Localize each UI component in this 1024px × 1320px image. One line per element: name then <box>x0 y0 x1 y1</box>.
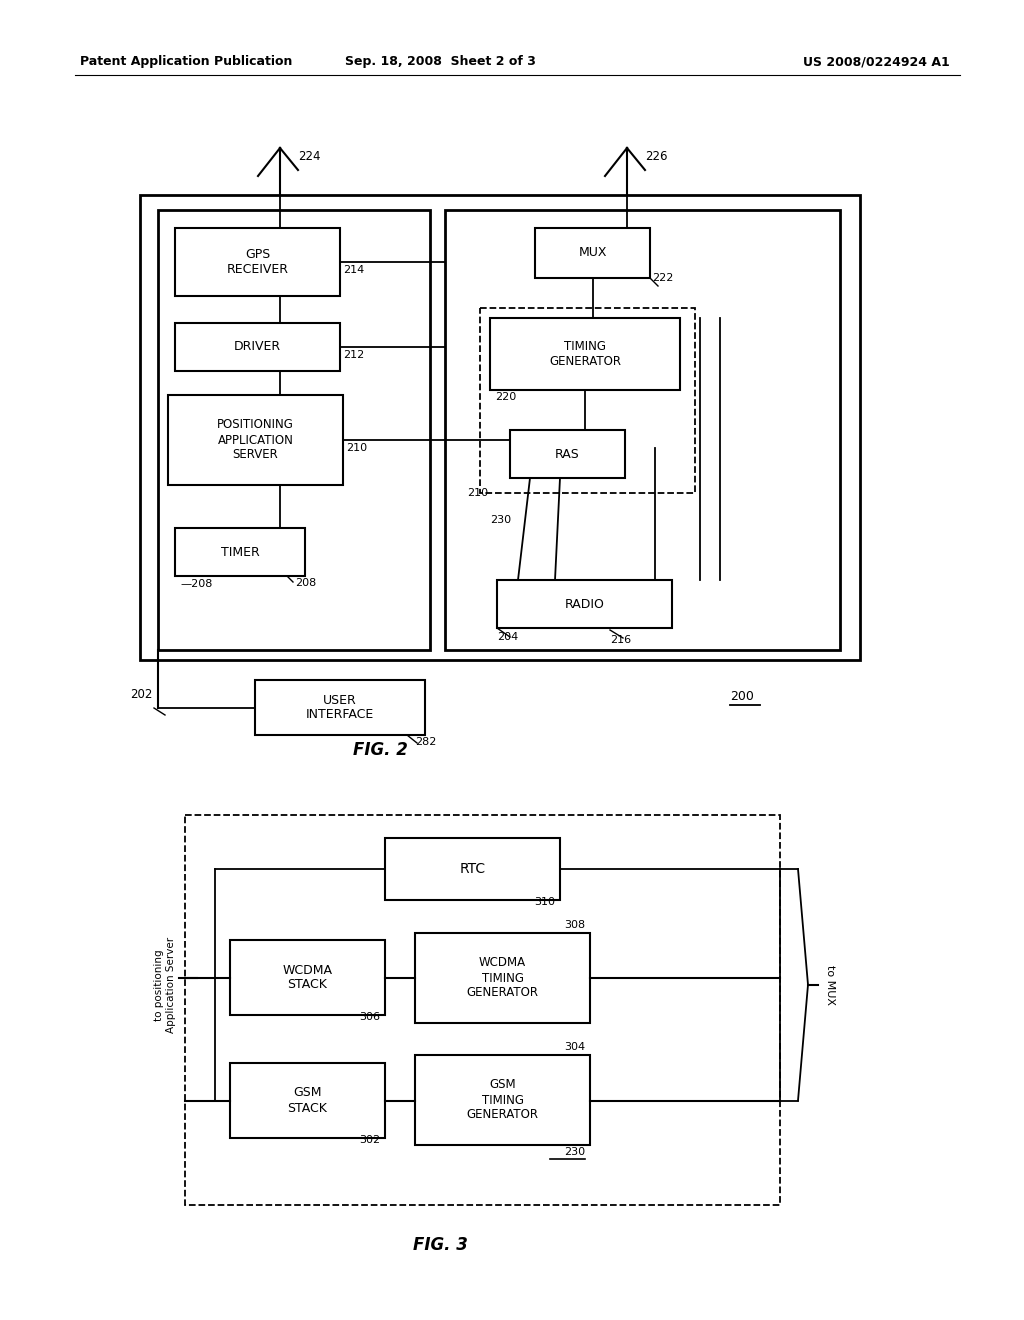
Text: WCDMA
TIMING
GENERATOR: WCDMA TIMING GENERATOR <box>467 957 539 999</box>
Text: US 2008/0224924 A1: US 2008/0224924 A1 <box>803 55 950 69</box>
Text: Sep. 18, 2008  Sheet 2 of 3: Sep. 18, 2008 Sheet 2 of 3 <box>344 55 536 69</box>
Text: POSITIONING
APPLICATION
SERVER: POSITIONING APPLICATION SERVER <box>217 418 294 462</box>
Text: 302: 302 <box>358 1135 380 1144</box>
Bar <box>175 323 340 371</box>
Bar <box>255 680 425 735</box>
Text: 306: 306 <box>359 1012 380 1022</box>
Bar <box>158 210 430 649</box>
Bar <box>415 1055 590 1144</box>
Text: WCDMA
STACK: WCDMA STACK <box>283 964 333 991</box>
Text: 224: 224 <box>298 149 321 162</box>
Text: MUX: MUX <box>579 247 607 260</box>
Text: 220: 220 <box>495 392 516 403</box>
Bar <box>168 395 343 484</box>
Text: FIG. 2: FIG. 2 <box>352 741 408 759</box>
Text: —208: —208 <box>180 579 212 589</box>
Bar <box>185 814 780 1205</box>
Text: 200: 200 <box>730 690 754 704</box>
Bar <box>510 430 625 478</box>
Bar <box>175 528 305 576</box>
Text: 230: 230 <box>564 1147 585 1158</box>
Text: 222: 222 <box>652 273 674 282</box>
Text: DRIVER: DRIVER <box>233 341 281 354</box>
Text: 230: 230 <box>490 515 511 525</box>
Text: 214: 214 <box>343 265 365 275</box>
Text: 282: 282 <box>415 737 436 747</box>
Bar <box>445 210 840 649</box>
Text: RADIO: RADIO <box>564 598 604 610</box>
Bar <box>490 318 680 389</box>
Text: 204: 204 <box>497 632 518 642</box>
Bar <box>480 308 695 492</box>
Text: 210: 210 <box>346 444 368 453</box>
Text: 304: 304 <box>564 1041 585 1052</box>
Text: RTC: RTC <box>460 862 485 876</box>
Bar <box>385 838 560 900</box>
Text: Patent Application Publication: Patent Application Publication <box>80 55 293 69</box>
Bar <box>415 933 590 1023</box>
Text: 310: 310 <box>534 898 555 907</box>
Text: 202: 202 <box>130 688 153 701</box>
Text: 210: 210 <box>467 488 488 498</box>
Text: FIG. 3: FIG. 3 <box>413 1236 467 1254</box>
Text: TIMER: TIMER <box>220 545 259 558</box>
Text: GSM
STACK: GSM STACK <box>288 1086 328 1114</box>
Bar <box>497 579 672 628</box>
Text: RAS: RAS <box>555 447 580 461</box>
Text: GSM
TIMING
GENERATOR: GSM TIMING GENERATOR <box>467 1078 539 1122</box>
Bar <box>230 1063 385 1138</box>
Text: 212: 212 <box>343 350 365 360</box>
Bar <box>535 228 650 279</box>
Text: 226: 226 <box>645 149 668 162</box>
Bar <box>140 195 860 660</box>
Bar <box>230 940 385 1015</box>
Text: 216: 216 <box>610 635 631 645</box>
Bar <box>175 228 340 296</box>
Text: to positioning
Application Server: to positioning Application Server <box>155 937 176 1032</box>
Text: 208: 208 <box>295 578 316 587</box>
Text: 308: 308 <box>564 920 585 931</box>
Text: TIMING
GENERATOR: TIMING GENERATOR <box>549 341 621 368</box>
Text: GPS
RECEIVER: GPS RECEIVER <box>226 248 289 276</box>
Text: USER
INTERFACE: USER INTERFACE <box>306 693 374 722</box>
Text: to MUX: to MUX <box>825 965 835 1005</box>
